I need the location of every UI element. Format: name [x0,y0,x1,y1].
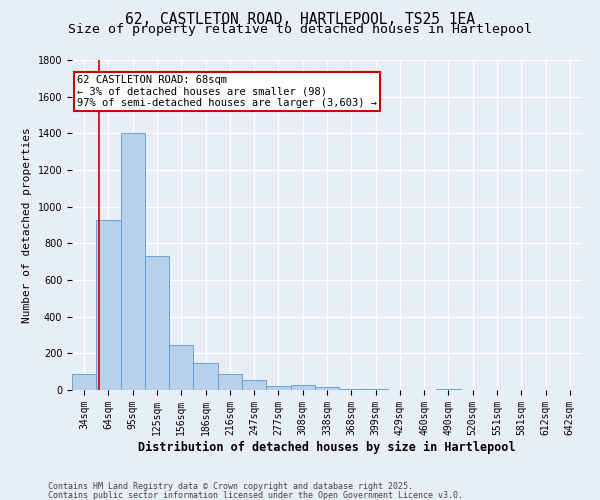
Text: 62, CASTLETON ROAD, HARTLEPOOL, TS25 1EA: 62, CASTLETON ROAD, HARTLEPOOL, TS25 1EA [125,12,475,28]
Bar [169,344,193,390]
Bar [364,389,388,390]
Bar [266,386,290,390]
Bar [72,374,96,390]
Bar [242,380,266,390]
Text: Contains HM Land Registry data © Crown copyright and database right 2025.: Contains HM Land Registry data © Crown c… [48,482,413,491]
Text: Contains public sector information licensed under the Open Government Licence v3: Contains public sector information licen… [48,490,463,500]
Bar [339,388,364,390]
Bar [121,134,145,390]
Bar [96,220,121,390]
Bar [290,386,315,390]
Bar [145,256,169,390]
X-axis label: Distribution of detached houses by size in Hartlepool: Distribution of detached houses by size … [138,440,516,454]
Bar [218,374,242,390]
Y-axis label: Number of detached properties: Number of detached properties [22,127,32,323]
Bar [193,362,218,390]
Text: Size of property relative to detached houses in Hartlepool: Size of property relative to detached ho… [68,22,532,36]
Bar [315,387,339,390]
Bar [436,388,461,390]
Text: 62 CASTLETON ROAD: 68sqm
← 3% of detached houses are smaller (98)
97% of semi-de: 62 CASTLETON ROAD: 68sqm ← 3% of detache… [77,75,377,108]
